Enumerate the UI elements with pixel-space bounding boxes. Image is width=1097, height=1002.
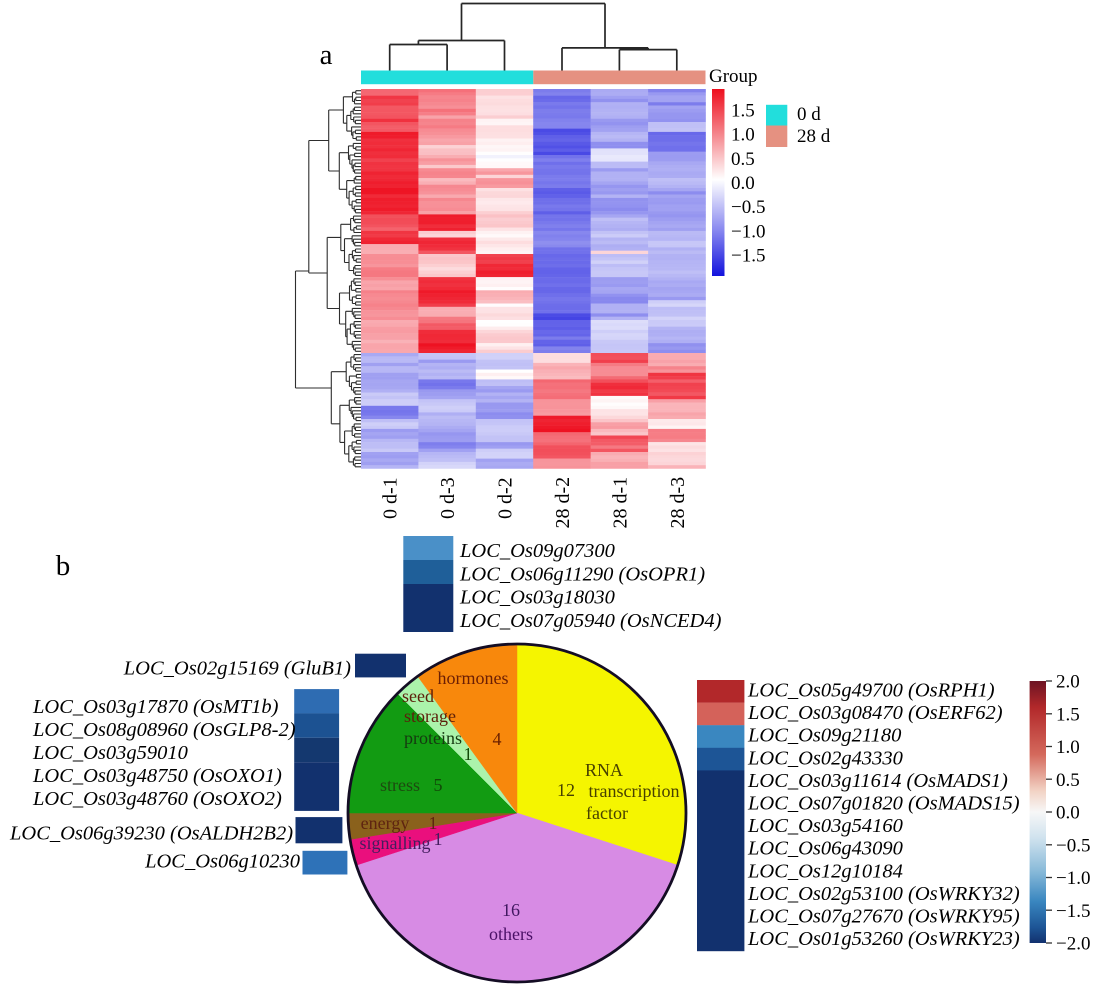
svg-text:seed: seed <box>402 686 434 706</box>
svg-text:−0.5: −0.5 <box>731 197 765 218</box>
svg-text:1: 1 <box>429 813 438 833</box>
svg-text:RNA: RNA <box>585 760 623 780</box>
svg-text:−0.5: −0.5 <box>1056 835 1090 856</box>
svg-text:1.0: 1.0 <box>1056 737 1080 758</box>
svg-text:signalling: signalling <box>360 833 431 853</box>
svg-text:28 d: 28 d <box>797 126 831 147</box>
svg-text:LOC_Os03g17870 (OsMT1b): LOC_Os03g17870 (OsMT1b) <box>32 696 279 718</box>
svg-text:1.5: 1.5 <box>1056 704 1080 725</box>
svg-text:LOC_Os02g15169 (GluB1): LOC_Os02g15169 (GluB1) <box>123 658 351 680</box>
svg-text:LOC_Os03g59010: LOC_Os03g59010 <box>32 742 188 764</box>
svg-text:LOC_Os06g43090: LOC_Os06g43090 <box>747 838 903 860</box>
svg-text:LOC_Os07g27670 (OsWRKY95): LOC_Os07g27670 (OsWRKY95) <box>747 906 1020 928</box>
svg-text:LOC_Os09g21180: LOC_Os09g21180 <box>747 725 901 747</box>
svg-text:28 d-3: 28 d-3 <box>667 477 689 529</box>
svg-text:1: 1 <box>434 829 443 849</box>
svg-text:LOC_Os09g07300: LOC_Os09g07300 <box>459 540 615 562</box>
svg-text:0.5: 0.5 <box>731 149 755 170</box>
svg-text:Group: Group <box>709 66 758 87</box>
svg-text:factor: factor <box>586 803 628 823</box>
svg-text:b: b <box>56 550 71 582</box>
svg-text:LOC_Os07g01820 (OsMADS15): LOC_Os07g01820 (OsMADS15) <box>747 793 1020 815</box>
svg-text:LOC_Os03g08470 (OsERF62): LOC_Os03g08470 (OsERF62) <box>747 702 1003 724</box>
svg-text:storage: storage <box>404 706 456 726</box>
svg-text:others: others <box>489 924 533 944</box>
svg-text:LOC_Os05g49700 (OsRPH1): LOC_Os05g49700 (OsRPH1) <box>747 680 995 702</box>
svg-text:LOC_Os03g48760 (OsOXO2): LOC_Os03g48760 (OsOXO2) <box>32 788 282 810</box>
svg-text:LOC_Os06g39230 (OsALDH2B2): LOC_Os06g39230 (OsALDH2B2) <box>9 823 293 845</box>
svg-text:proteins: proteins <box>404 728 462 748</box>
svg-text:transcription: transcription <box>589 781 680 801</box>
svg-text:LOC_Os01g53260 (OsWRKY23): LOC_Os01g53260 (OsWRKY23) <box>747 928 1020 950</box>
svg-text:0 d-2: 0 d-2 <box>495 477 517 519</box>
svg-text:−2.0: −2.0 <box>1056 934 1090 955</box>
svg-text:LOC_Os06g10230: LOC_Os06g10230 <box>144 851 300 873</box>
svg-text:energy: energy <box>361 813 410 833</box>
svg-text:LOC_Os08g08960 (OsGLP8-2): LOC_Os08g08960 (OsGLP8-2) <box>32 719 296 741</box>
svg-text:4: 4 <box>493 729 502 749</box>
svg-text:12: 12 <box>557 780 575 800</box>
svg-text:LOC_Os03g48750 (OsOXO1): LOC_Os03g48750 (OsOXO1) <box>32 765 282 787</box>
svg-text:0 d: 0 d <box>797 104 821 125</box>
svg-text:−1.0: −1.0 <box>1056 868 1090 889</box>
svg-text:a: a <box>320 39 333 71</box>
svg-text:−1.5: −1.5 <box>731 246 765 267</box>
svg-text:LOC_Os02g43330: LOC_Os02g43330 <box>747 747 903 769</box>
svg-text:2.0: 2.0 <box>1056 672 1080 693</box>
svg-text:28 d-1: 28 d-1 <box>609 477 631 529</box>
svg-text:0 d-3: 0 d-3 <box>437 477 459 519</box>
svg-text:0.0: 0.0 <box>1056 803 1080 824</box>
svg-text:1.5: 1.5 <box>731 100 755 121</box>
svg-text:LOC_Os12g10184: LOC_Os12g10184 <box>747 860 903 882</box>
svg-text:LOC_Os06g11290 (OsOPR1): LOC_Os06g11290 (OsOPR1) <box>459 563 705 585</box>
svg-text:LOC_Os02g53100 (OsWRKY32): LOC_Os02g53100 (OsWRKY32) <box>747 883 1020 905</box>
svg-text:1: 1 <box>464 744 473 764</box>
svg-text:LOC_Os03g54160: LOC_Os03g54160 <box>747 815 903 837</box>
svg-text:stress: stress <box>380 775 420 795</box>
svg-text:LOC_Os03g11614 (OsMADS1): LOC_Os03g11614 (OsMADS1) <box>747 770 1008 792</box>
svg-text:−1.0: −1.0 <box>731 221 765 242</box>
svg-text:0.0: 0.0 <box>731 173 755 194</box>
svg-text:16: 16 <box>502 900 520 920</box>
svg-text:0 d-1: 0 d-1 <box>380 477 402 519</box>
svg-text:−1.5: −1.5 <box>1056 901 1090 922</box>
svg-text:LOC_Os03g18030: LOC_Os03g18030 <box>459 587 615 609</box>
svg-text:LOC_Os07g05940 (OsNCED4): LOC_Os07g05940 (OsNCED4) <box>459 610 722 632</box>
svg-text:5: 5 <box>434 775 443 795</box>
svg-text:28 d-2: 28 d-2 <box>552 477 574 529</box>
svg-text:0.5: 0.5 <box>1056 770 1080 791</box>
svg-text:hormones: hormones <box>438 668 509 688</box>
svg-text:1.0: 1.0 <box>731 125 755 146</box>
